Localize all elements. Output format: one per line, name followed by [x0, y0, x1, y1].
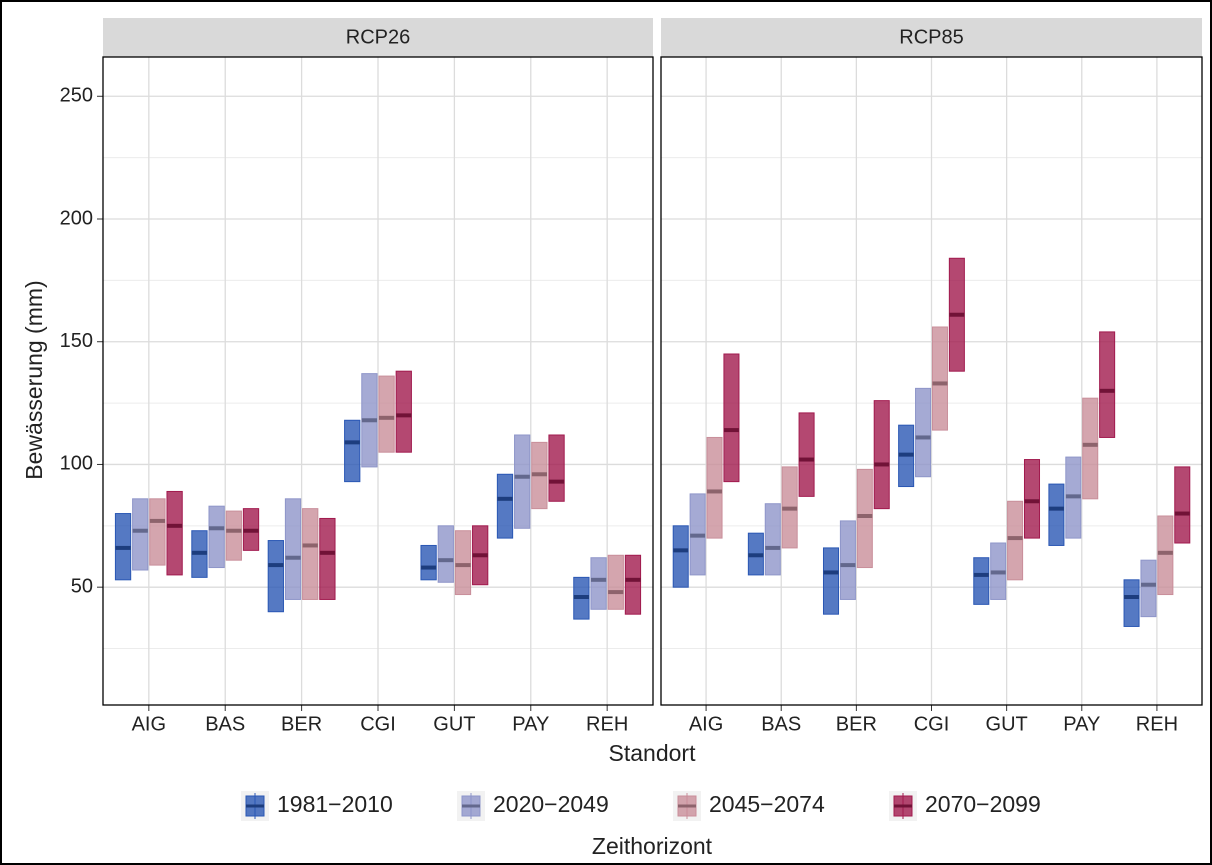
crossbar-box — [1174, 466, 1191, 544]
crossbar-box — [166, 490, 183, 576]
x-tick-label: PAY — [1063, 713, 1100, 735]
crossbar-box — [514, 434, 531, 529]
crossbar-box — [1140, 559, 1157, 618]
crossbar-box — [302, 508, 319, 600]
y-tick-label: 150 — [60, 330, 93, 352]
x-tick-label: GUT — [433, 713, 475, 735]
x-tick-label: BAS — [761, 713, 801, 735]
crossbar-box — [706, 436, 723, 539]
crossbar-box — [1023, 459, 1041, 539]
crossbar-box — [496, 473, 514, 539]
x-tick-label: CGI — [914, 713, 950, 735]
x-tick-label: GUT — [986, 713, 1028, 735]
crossbar-box — [856, 468, 873, 569]
crossbar-box — [723, 353, 740, 483]
x-axis-title: Standort — [609, 740, 697, 766]
x-tick-label: CGI — [360, 713, 396, 735]
crossbar-box — [1157, 515, 1174, 596]
y-axis-title: Bewässerung (mm) — [21, 280, 47, 479]
x-tick-label: REH — [1136, 713, 1178, 735]
crossbar-box — [208, 505, 225, 569]
crossbar-box — [973, 557, 990, 605]
y-tick-label: 250 — [60, 85, 93, 107]
y-tick-label: 50 — [71, 575, 93, 597]
crossbar-box — [132, 498, 149, 571]
crossbar-box — [798, 412, 815, 497]
crossbar-box — [624, 554, 642, 615]
crossbar-box — [1048, 483, 1065, 546]
strip — [103, 18, 653, 57]
legend-title: Zeithorizont — [592, 833, 713, 859]
crossbar-box — [1123, 579, 1140, 627]
crossbar-box — [1007, 500, 1024, 581]
crossbar-box — [607, 554, 624, 610]
crossbar-box — [672, 525, 689, 588]
y-tick-label: 100 — [60, 453, 93, 475]
crossbar-box — [454, 530, 472, 596]
crossbar-box — [822, 547, 840, 615]
strip — [661, 18, 1202, 57]
crossbar-box — [548, 434, 565, 502]
crossbar-box — [344, 419, 361, 483]
crossbar-box — [420, 544, 437, 581]
x-tick-label: BER — [836, 713, 877, 735]
crossbar-box — [764, 503, 781, 576]
crossbar-box — [395, 370, 412, 453]
legend-label: 2045−2074 — [709, 791, 825, 817]
panel-border — [102, 56, 654, 706]
crossbar-box — [225, 510, 242, 561]
panel-title: RCP85 — [899, 26, 963, 48]
crossbar-box — [378, 375, 395, 453]
crossbar-box — [1082, 397, 1099, 500]
crossbar-box — [149, 498, 166, 566]
crossbar-box — [873, 400, 890, 510]
crossbar-box — [1099, 331, 1116, 438]
panel-border — [660, 56, 1203, 706]
crossbar-box — [590, 557, 607, 610]
x-tick-label: AIG — [689, 713, 723, 735]
legend-label: 2070−2099 — [925, 791, 1041, 817]
legend-label: 2020−2049 — [493, 791, 609, 817]
x-tick-label: BAS — [205, 713, 245, 735]
x-tick-label: BER — [281, 713, 322, 735]
x-tick-label: AIG — [132, 713, 166, 735]
y-tick-label: 200 — [60, 207, 93, 229]
panel-title: RCP26 — [346, 26, 410, 48]
crossbar-box — [931, 326, 948, 431]
crossbar-box — [267, 540, 284, 613]
legend-label: 1981−2010 — [277, 791, 393, 817]
crossbar-box — [437, 525, 454, 583]
crossbar-box — [284, 498, 302, 600]
crossbar-box — [319, 517, 336, 600]
x-tick-label: REH — [586, 713, 628, 735]
crossbar-box — [839, 520, 856, 600]
x-tick-label: PAY — [512, 713, 549, 735]
crossbar-box — [915, 387, 932, 478]
